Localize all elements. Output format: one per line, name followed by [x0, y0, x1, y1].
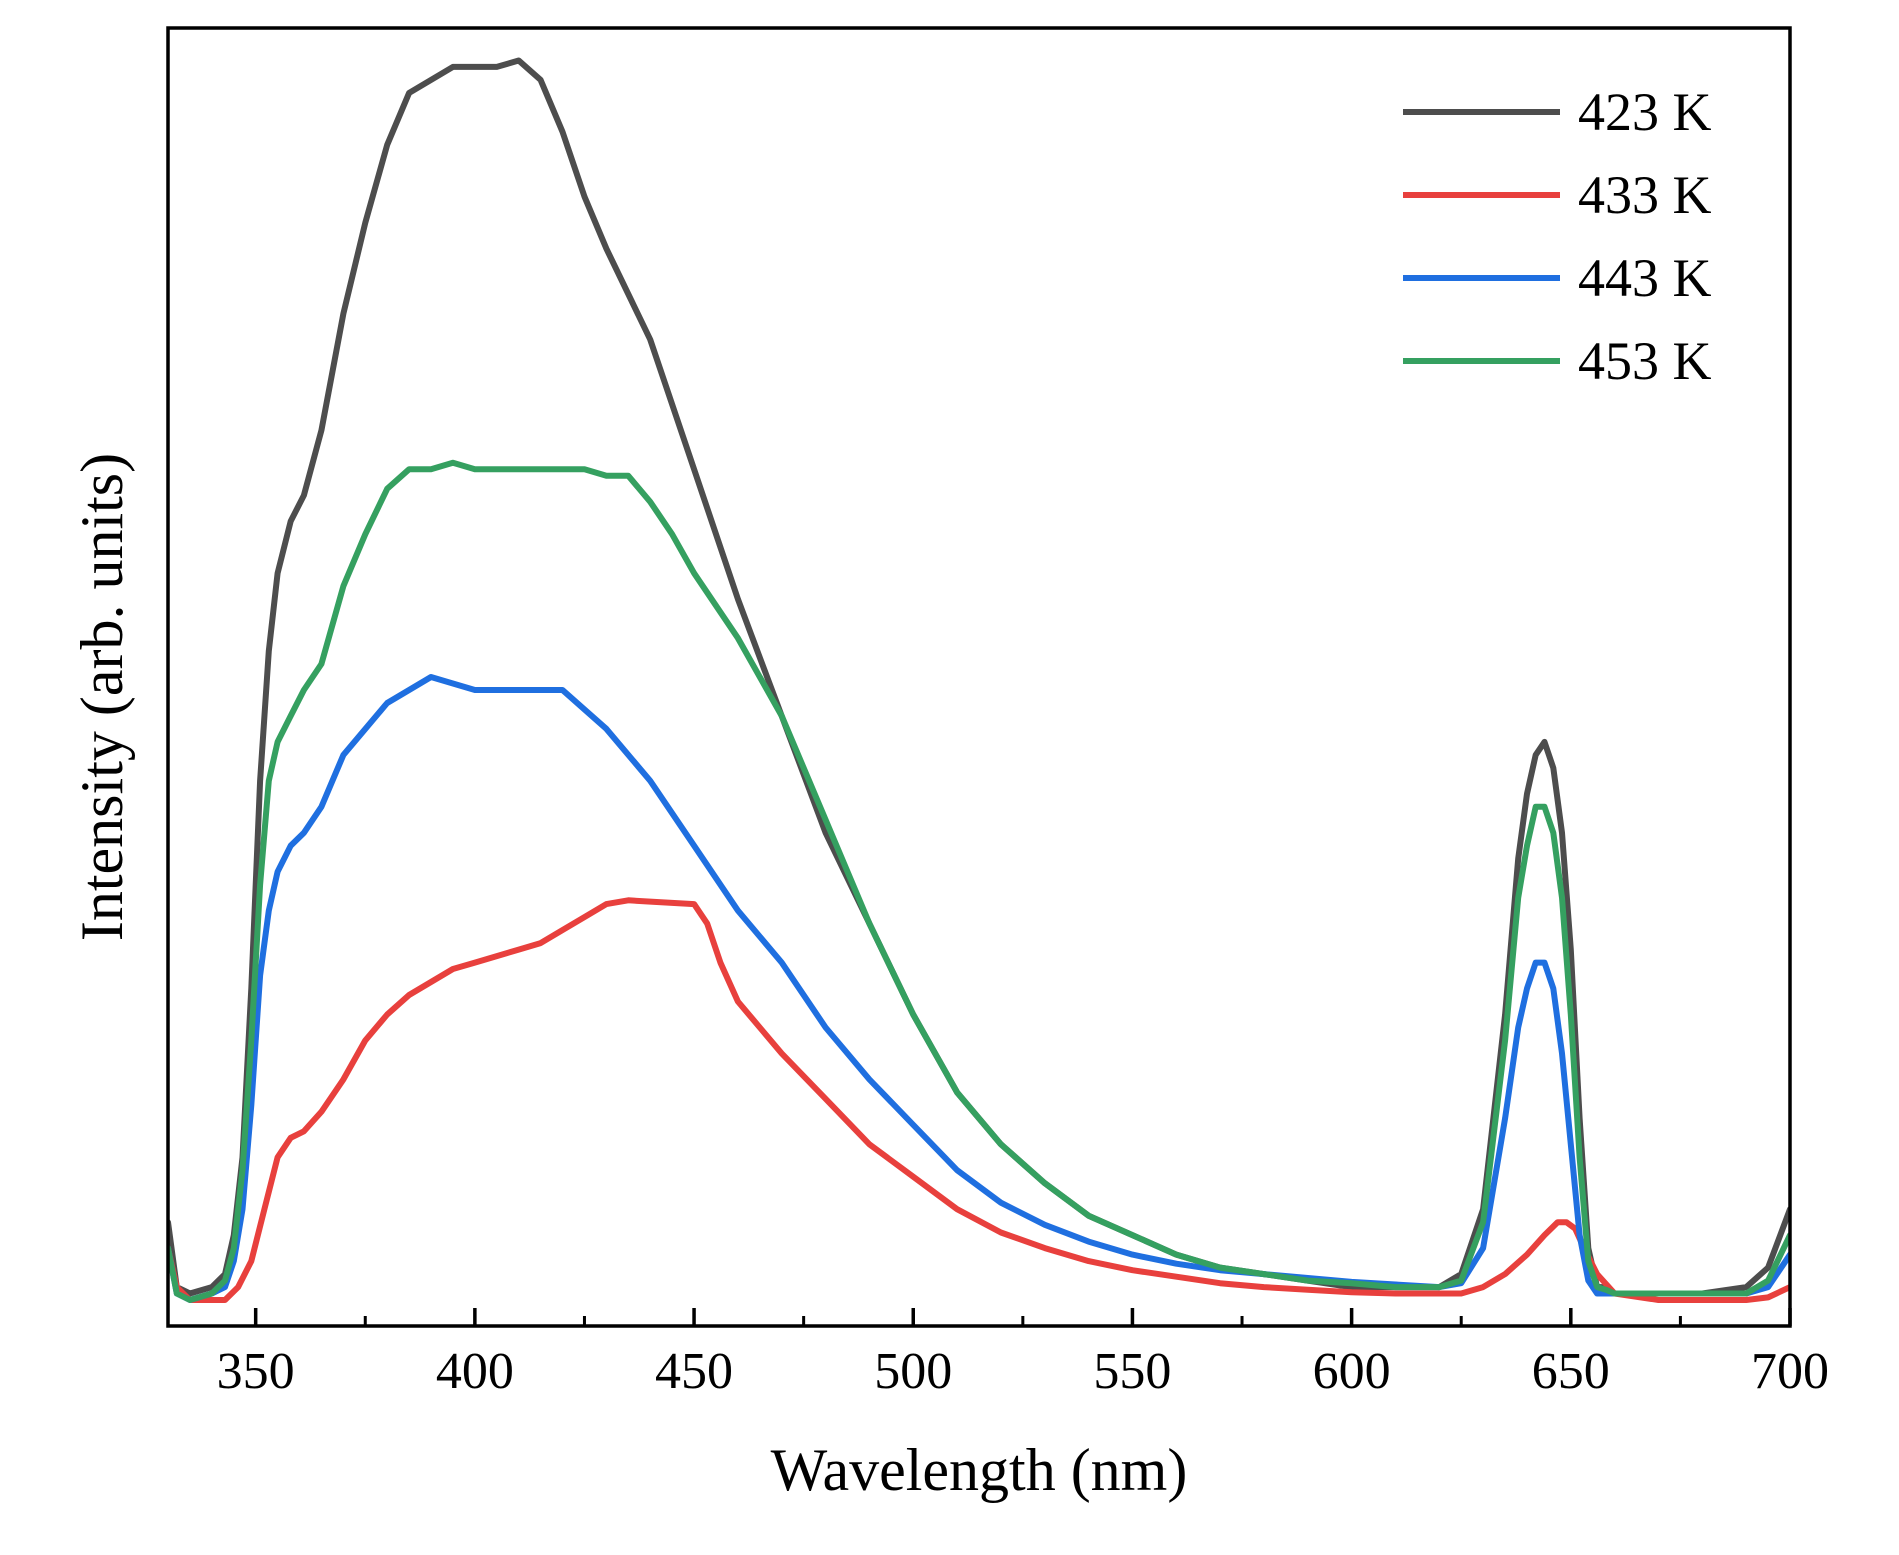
x-tick-label: 450 — [655, 1343, 733, 1400]
x-tick-label: 400 — [436, 1343, 514, 1400]
legend-label: 433 K — [1578, 165, 1712, 225]
series-line-443k — [168, 674, 1790, 1303]
series-line-433k — [168, 897, 1790, 1303]
x-tick-label: 500 — [874, 1343, 952, 1400]
x-tick-label: 600 — [1313, 1343, 1391, 1400]
x-tick-label: 550 — [1093, 1343, 1171, 1400]
x-axis-title: Wavelength (nm) — [771, 1437, 1188, 1503]
legend-label: 443 K — [1578, 248, 1712, 308]
series-layer — [168, 57, 1790, 1303]
x-tick-label: 700 — [1751, 1343, 1829, 1400]
legend-label: 423 K — [1578, 82, 1712, 142]
legend: 423 K 433 K 443 K 453 K — [1403, 82, 1712, 391]
legend-label: 453 K — [1578, 331, 1712, 391]
y-axis-title: Intensity (arb. units) — [69, 453, 135, 941]
x-axis-ticks: 350 400 450 500 550 600 650 700 — [217, 1308, 1829, 1400]
x-tick-label: 350 — [217, 1343, 295, 1400]
series-line-453k — [168, 459, 1790, 1303]
x-tick-label: 650 — [1532, 1343, 1610, 1400]
plot-frame — [166, 26, 1792, 1328]
